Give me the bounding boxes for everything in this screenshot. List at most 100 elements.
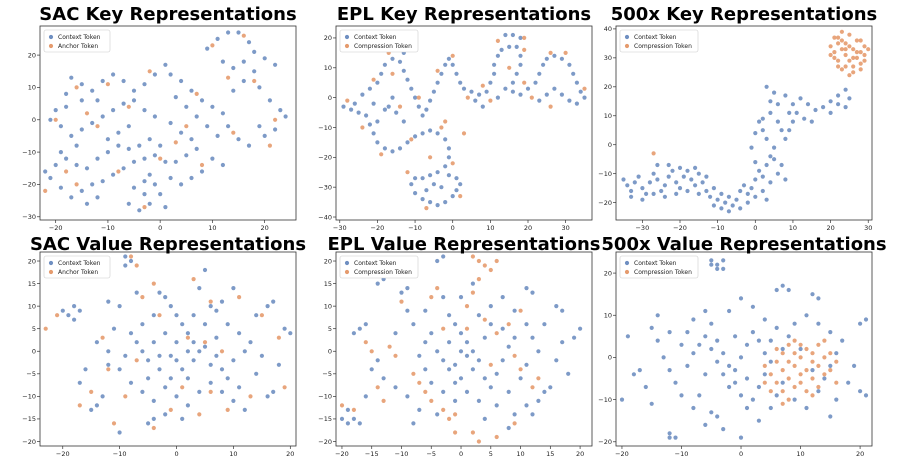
scatter-point [100,394,105,399]
scatter-point [89,407,94,412]
scatter-point [792,338,797,343]
scatter-point [282,326,287,331]
scatter-point [428,200,433,205]
scatter-point [394,110,399,115]
scatter-point [524,322,529,327]
scatter-point [111,108,116,113]
series-special-token [651,29,871,156]
scatter-point [117,304,122,309]
scatter-point [185,331,190,336]
scatter-point [721,266,726,271]
scatter-point [852,363,857,368]
scatter-point [834,359,839,364]
scatter-point [439,125,444,130]
scatter-point [798,355,803,360]
scatter-point [105,150,110,155]
scatter-point [544,92,549,97]
scatter-point [259,313,264,318]
scatter-point [220,162,225,168]
scatter-point [140,322,145,327]
scatter-point [762,380,767,385]
y-tick-label: −30 [318,183,332,191]
scatter-point [810,359,815,364]
scatter-point [786,359,791,364]
scatter-point [360,92,365,97]
scatter-point [805,102,811,107]
scatter-point [441,254,446,259]
scatter-point [494,434,499,440]
scatter-point [191,358,196,363]
scatter-point [121,101,126,106]
scatter-point [199,98,205,103]
scatter-point [750,397,756,402]
scatter-point [163,205,168,210]
scatter-point [453,380,458,385]
scatter-point [810,376,815,381]
scatter-point [828,351,833,356]
scatter-point [780,283,785,288]
scatter-point [828,110,833,115]
scatter-point [147,172,152,177]
y-tick-label: −10 [598,170,612,178]
scatter-point [757,168,762,173]
panel-500x-value: −20 −10 0 10 20 −20 −10 0 10 20 Context Token Compr… [598,234,886,458]
scatter-point [194,146,199,151]
scatter-point [453,362,458,367]
scatter-point [649,325,654,330]
scatter-point [409,137,414,142]
scatter-point [417,353,422,358]
scatter-point [84,111,90,116]
scatter-point [265,394,270,399]
scatter-point [48,175,53,181]
y-tick-label: −20 [318,154,332,162]
scatter-point [369,367,374,372]
scatter-point [621,177,626,182]
scatter-point [832,55,837,61]
scatter-point [189,137,194,142]
scatter-point [252,78,257,84]
scatter-point [851,70,856,75]
panel-title: EPL Key Representations [337,4,591,25]
y-tick-label: −15 [318,415,332,423]
scatter-point [413,191,418,196]
y-tick-label: −20 [598,199,612,207]
scatter-point [693,165,698,170]
scatter-point [416,95,421,100]
scatter-point [423,340,428,345]
scatter-point [197,349,202,354]
scatter-point [69,195,74,200]
scatter-point [492,71,497,76]
scatter-point [530,290,535,295]
scatter-point [219,349,225,354]
scatter-point [405,140,410,145]
scatter-point [84,166,90,171]
scatter-point [441,358,446,363]
scatter-point [727,384,732,390]
x-tick-label: −10 [675,450,689,458]
y-tick-label: −20 [318,438,332,446]
y-tick-label: 40 [604,25,612,33]
x-tick-label: 10 [229,450,237,458]
scatter-point [832,50,837,55]
scatter-point [666,174,671,179]
scatter-point [774,287,779,293]
scatter-point [704,188,709,194]
scatter-point [447,313,452,318]
scatter-point [804,313,809,318]
scatter-point [69,75,74,80]
scatter-point [397,59,403,64]
scatter-point [158,192,163,197]
scatter-point [780,346,785,352]
scatter-point [730,203,735,208]
scatter-point [428,173,433,178]
legend-label: Compression Token [354,43,412,50]
scatter-point [197,412,202,417]
scatter-point [779,162,784,168]
series-special-token [339,254,541,444]
legend-label: Compression Token [634,43,692,50]
scatter-point [435,258,440,264]
scatter-point [375,385,380,390]
scatter-point [424,107,429,112]
scatter-point [667,435,672,440]
scatter-point [696,191,701,196]
